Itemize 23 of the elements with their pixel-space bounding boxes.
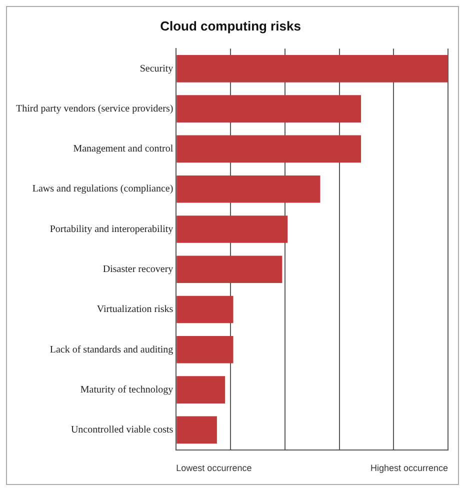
y-tick-label: Lack of standards and auditing: [50, 344, 174, 356]
bar: [176, 336, 234, 364]
y-tick-label: Portability and interoperability: [50, 224, 174, 235]
bar: [176, 416, 217, 444]
bar: [176, 55, 448, 82]
bar: [176, 175, 320, 203]
y-tick-label: Maturity of technology: [80, 384, 174, 396]
bar: [176, 256, 282, 284]
y-tick-label: Laws and regulations (compliance): [32, 184, 174, 195]
y-tick-label: Virtualization risks: [96, 304, 174, 316]
bar: [176, 135, 362, 163]
y-tick-label: Management and control: [73, 144, 174, 155]
y-tick-label: Security: [140, 63, 174, 74]
text: Lowest occurrence: [176, 462, 252, 473]
y-tick-label: Third party vendors (service providers): [16, 103, 174, 114]
bar: [176, 95, 362, 122]
y-tick-label: Disaster recovery: [102, 264, 174, 275]
chart-title: Cloud computing risks: [160, 18, 301, 34]
y-tick-label: Uncontrolled viable costs: [70, 424, 174, 436]
bar: [176, 296, 234, 324]
bar: [176, 376, 226, 404]
bar: [176, 216, 288, 243]
text: Highest occurrence: [370, 462, 448, 473]
